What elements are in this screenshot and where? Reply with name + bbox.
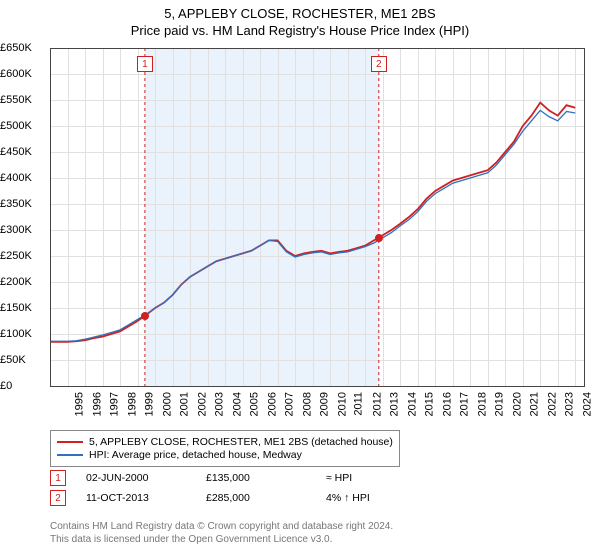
chart-svg bbox=[50, 48, 584, 386]
x-tick-label: 2018 bbox=[476, 392, 488, 416]
sale-diff: 4% ↑ HPI bbox=[326, 492, 426, 504]
x-tick-label: 2015 bbox=[424, 392, 436, 416]
x-tick-label: 2016 bbox=[441, 392, 453, 416]
sale-diff: ≈ HPI bbox=[326, 472, 426, 484]
x-tick-label: 2010 bbox=[336, 392, 348, 416]
x-tick-label: 2020 bbox=[511, 392, 523, 416]
y-tick-label: £650K bbox=[0, 42, 46, 54]
y-tick-label: £300K bbox=[0, 224, 46, 236]
x-tick-label: 1995 bbox=[73, 392, 85, 416]
y-tick-label: £350K bbox=[0, 198, 46, 210]
x-tick-label: 2023 bbox=[564, 392, 576, 416]
x-tick-label: 2009 bbox=[319, 392, 331, 416]
y-tick-label: £100K bbox=[0, 328, 46, 340]
x-tick-label: 2004 bbox=[231, 392, 243, 416]
plot-area: £0£50K£100K£150K£200K£250K£300K£350K£400… bbox=[50, 48, 584, 386]
y-tick-label: £50K bbox=[0, 354, 46, 366]
sale-price: £285,000 bbox=[206, 492, 306, 504]
x-tick-label: 2012 bbox=[371, 392, 383, 416]
sale-date: 11-OCT-2013 bbox=[86, 492, 186, 504]
sale-marker: 1 bbox=[137, 56, 153, 72]
x-tick-label: 2000 bbox=[161, 392, 173, 416]
legend: 5, APPLEBY CLOSE, ROCHESTER, ME1 2BS (de… bbox=[50, 430, 400, 467]
y-tick-label: £600K bbox=[0, 68, 46, 80]
y-tick-label: £450K bbox=[0, 146, 46, 158]
series-hpi bbox=[50, 110, 575, 341]
y-tick-label: £550K bbox=[0, 94, 46, 106]
x-tick-label: 2011 bbox=[353, 392, 365, 416]
x-tick-label: 2017 bbox=[459, 392, 471, 416]
sale-marker: 2 bbox=[371, 56, 387, 72]
series-property bbox=[50, 103, 575, 342]
y-tick-label: £150K bbox=[0, 302, 46, 314]
x-tick-label: 2019 bbox=[494, 392, 506, 416]
x-tick-label: 2014 bbox=[406, 392, 418, 416]
x-tick-label: 1998 bbox=[126, 392, 138, 416]
x-tick-label: 2007 bbox=[284, 392, 296, 416]
legend-swatch bbox=[57, 454, 83, 456]
sale-price: £135,000 bbox=[206, 472, 306, 484]
attribution-line1: Contains HM Land Registry data © Crown c… bbox=[50, 520, 393, 533]
x-tick-label: 2013 bbox=[389, 392, 401, 416]
x-tick-label: 2024 bbox=[581, 392, 593, 416]
sale-row-marker: 2 bbox=[50, 490, 66, 506]
y-tick-label: £0 bbox=[0, 380, 46, 392]
sales-table: 1 02-JUN-2000 £135,000 ≈ HPI 2 11-OCT-2013 £28… bbox=[50, 470, 426, 510]
y-tick-label: £250K bbox=[0, 250, 46, 262]
y-tick-label: £400K bbox=[0, 172, 46, 184]
chart-title-subtitle: Price paid vs. HM Land Registry's House … bbox=[0, 23, 600, 38]
y-tick-label: £500K bbox=[0, 120, 46, 132]
x-tick-label: 1999 bbox=[144, 392, 156, 416]
x-tick-label: 1997 bbox=[109, 392, 121, 416]
legend-label: HPI: Average price, detached house, Medw… bbox=[89, 449, 302, 461]
x-tick-label: 2021 bbox=[529, 392, 541, 416]
x-tick-label: 2003 bbox=[214, 392, 226, 416]
legend-label: 5, APPLEBY CLOSE, ROCHESTER, ME1 2BS (de… bbox=[89, 436, 393, 448]
legend-swatch bbox=[57, 441, 83, 443]
chart-container: { "title_line1": "5, APPLEBY CLOSE, ROCH… bbox=[0, 0, 600, 560]
attribution: Contains HM Land Registry data © Crown c… bbox=[50, 520, 393, 546]
sale-row: 2 11-OCT-2013 £285,000 4% ↑ HPI bbox=[50, 490, 426, 506]
x-tick-label: 2002 bbox=[196, 392, 208, 416]
y-tick-label: £200K bbox=[0, 276, 46, 288]
sale-date: 02-JUN-2000 bbox=[86, 472, 186, 484]
sale-dot bbox=[141, 312, 149, 320]
sale-row: 1 02-JUN-2000 £135,000 ≈ HPI bbox=[50, 470, 426, 486]
y-gridline bbox=[50, 386, 584, 387]
attribution-line2: This data is licensed under the Open Gov… bbox=[50, 533, 393, 546]
x-tick-label: 2001 bbox=[179, 392, 191, 416]
x-tick-label: 2008 bbox=[301, 392, 313, 416]
sale-dot bbox=[375, 234, 383, 242]
x-tick-label: 1996 bbox=[91, 392, 103, 416]
chart-title-address: 5, APPLEBY CLOSE, ROCHESTER, ME1 2BS bbox=[0, 6, 600, 21]
x-tick-label: 2022 bbox=[546, 392, 558, 416]
sale-row-marker: 1 bbox=[50, 470, 66, 486]
x-tick-label: 2006 bbox=[266, 392, 278, 416]
legend-row: 5, APPLEBY CLOSE, ROCHESTER, ME1 2BS (de… bbox=[57, 436, 393, 448]
legend-row: HPI: Average price, detached house, Medw… bbox=[57, 449, 393, 461]
x-tick-label: 2005 bbox=[249, 392, 261, 416]
